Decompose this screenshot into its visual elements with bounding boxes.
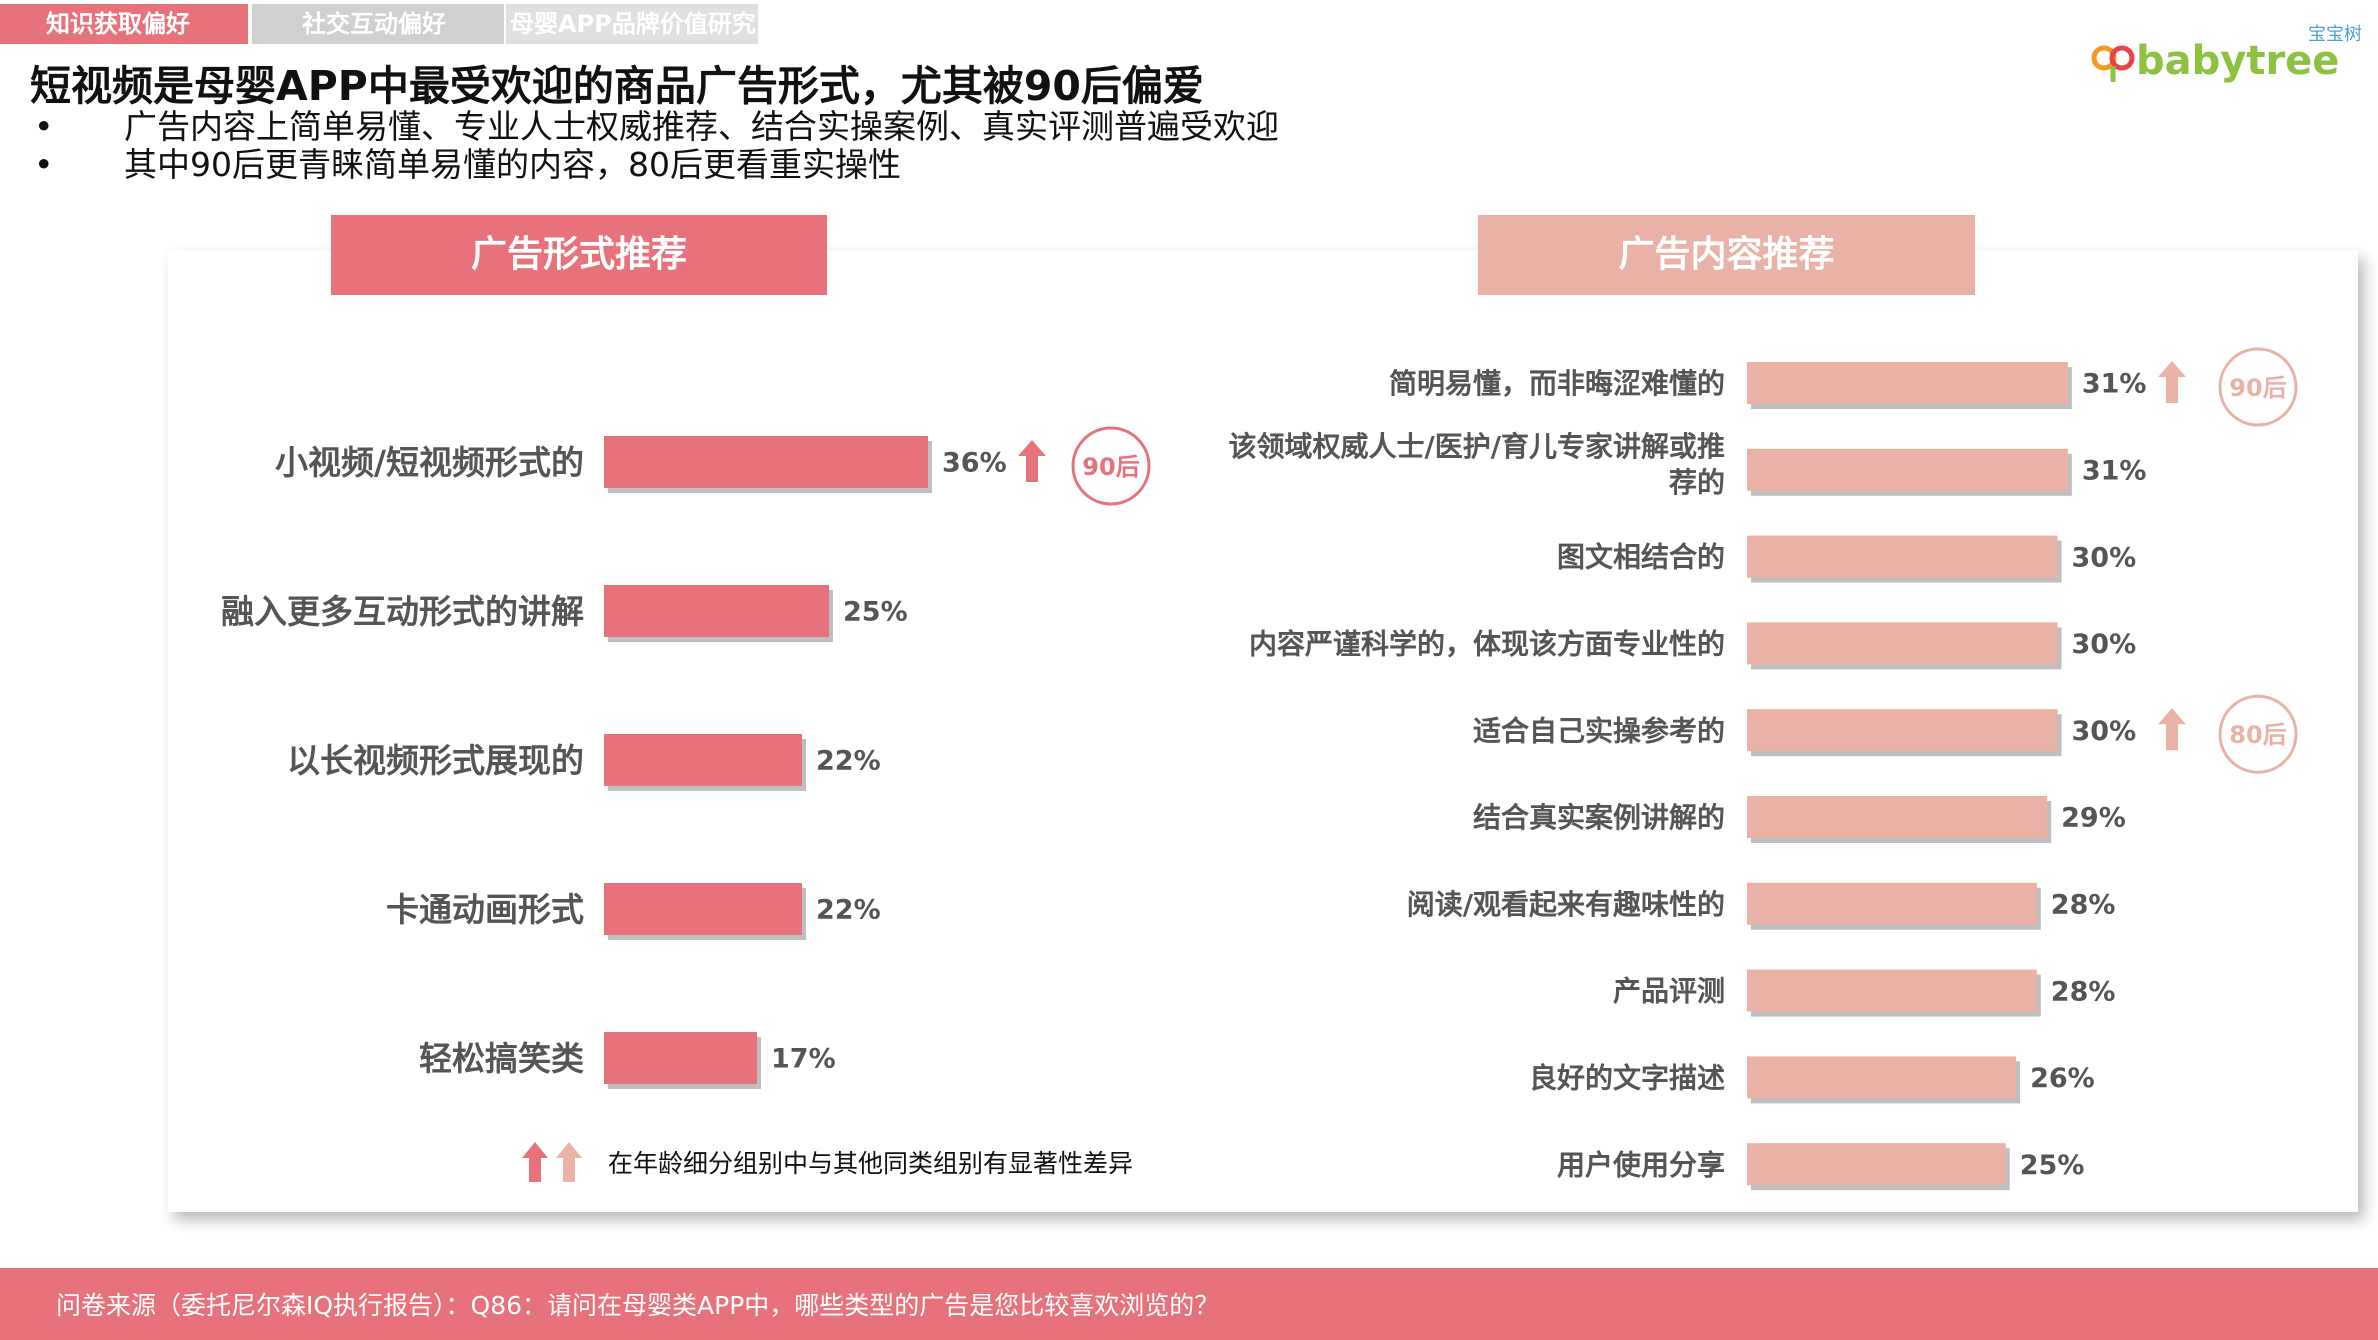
legend-arrows (522, 1142, 582, 1182)
data-label: 31% (2082, 369, 2147, 400)
age-badge-label: 80后 (2229, 721, 2286, 749)
logo-cn-text: 宝宝树 (2308, 24, 2362, 45)
logo-brand-text: babytree (2136, 38, 2339, 84)
legend-arrow-light (556, 1142, 582, 1182)
data-label: 36% (942, 448, 1007, 479)
category-label: 融入更多互动形式的讲解 (221, 592, 584, 631)
bar (1747, 1143, 2006, 1186)
left-chart-header: 广告形式推荐 (331, 215, 827, 295)
bullet-symbol: • (34, 107, 54, 146)
tab-brand-value[interactable]: 母婴APP品牌价值研究 (506, 4, 758, 44)
data-label: 31% (2082, 456, 2147, 487)
tab-knowledge-preference[interactable]: 知识获取偏好 (0, 4, 248, 44)
bar (1747, 709, 2058, 752)
summary-bullets: • 广告内容上简单易懂、专业人士权威推荐、结合实操案例、真实评测普遍受欢迎 • … (30, 108, 1279, 184)
legend: 在年龄细分组别中与其他同类组别有显著性差异 (520, 1140, 1133, 1184)
footer-bar: 问卷来源（委托尼尔森IQ执行报告）：Q86：请问在母婴类APP中，哪些类型的广告… (0, 1268, 2378, 1340)
bar (1747, 622, 2058, 665)
babytree-logo: 宝宝树 babytree (2091, 24, 2362, 84)
category-label: 内容严谨科学的，体现该方面专业性的 (1249, 627, 1725, 660)
bullet-text: 其中90后更青睐简单易懂的内容，80后更看重实操性 (124, 145, 901, 184)
bar (1747, 448, 2068, 491)
age-badge-label: 90后 (2229, 374, 2286, 402)
section-tabs: 知识获取偏好 社交互动偏好 母婴APP品牌价值研究 (0, 4, 758, 44)
bar (1747, 969, 2037, 1012)
category-label: 用户使用分享 (1557, 1148, 1725, 1181)
data-label: 30% (2072, 629, 2137, 660)
category-label: 以长视频形式展现的 (287, 741, 584, 780)
category-label: 阅读/观看起来有趣味性的 (1407, 888, 1725, 921)
category-label: 良好的文字描述 (1529, 1061, 1725, 1094)
category-label: 小视频/短视频形式的 (275, 443, 584, 482)
data-label: 22% (816, 895, 881, 926)
category-label: 简明易懂，而非晦涩难懂的 (1389, 367, 1725, 400)
category-label: 产品评测 (1613, 975, 1725, 1008)
data-label: 29% (2061, 803, 2126, 834)
bar (604, 436, 928, 488)
tab-social-preference[interactable]: 社交互动偏好 (252, 4, 504, 44)
data-label: 26% (2030, 1063, 2095, 1094)
category-label: 适合自己实操参考的 (1473, 714, 1725, 747)
significance-arrow-icon (2158, 361, 2186, 403)
bullet-item: • 其中90后更青睐简单易懂的内容，80后更看重实操性 (30, 146, 1279, 184)
legend-text: 在年龄细分组别中与其他同类组别有显著性差异 (608, 1149, 1134, 1178)
bar (1747, 1056, 2017, 1099)
significance-arrow-icon (1018, 440, 1046, 482)
bar (1747, 882, 2037, 925)
data-label: 30% (2072, 542, 2137, 573)
page-title: 短视频是母婴APP中最受欢迎的商品广告形式，尤其被90后偏爱 (30, 62, 1204, 110)
bullet-text: 广告内容上简单易懂、专业人士权威推荐、结合实操案例、真实评测普遍受欢迎 (124, 107, 1279, 146)
bar (1747, 796, 2048, 838)
bar (604, 585, 829, 637)
bar (604, 734, 802, 786)
bar (1747, 535, 2058, 578)
bar (604, 1032, 757, 1084)
data-label: 17% (771, 1044, 836, 1075)
data-label: 30% (2072, 716, 2137, 747)
data-label: 25% (843, 597, 908, 628)
right-chart-header: 广告内容推荐 (1478, 215, 1975, 295)
age-badge-label: 90后 (1082, 453, 1139, 481)
category-label: 结合真实案例讲解的 (1473, 801, 1725, 834)
logo-mark-red (2109, 45, 2135, 71)
bar (1747, 362, 2068, 404)
category-label: 该领域权威人士/医护/育儿专家讲解或推 (1229, 430, 1725, 463)
data-label: 28% (2051, 976, 2116, 1007)
bullet-symbol: • (34, 145, 54, 184)
data-label: 22% (816, 746, 881, 777)
significance-arrow-icon (2158, 708, 2186, 751)
legend-arrow-dark (522, 1142, 548, 1182)
footer-source: 问卷来源（委托尼尔森IQ执行报告）：Q86：请问在母婴类APP中，哪些类型的广告… (56, 1291, 1220, 1320)
bullet-item: • 广告内容上简单易懂、专业人士权威推荐、结合实操案例、真实评测普遍受欢迎 (30, 108, 1279, 146)
category-label: 荐的 (1669, 466, 1725, 499)
category-label: 卡通动画形式 (386, 890, 584, 929)
category-label: 图文相结合的 (1557, 541, 1725, 574)
age-badge (1071, 426, 1151, 506)
bar (604, 883, 802, 935)
data-label: 28% (2051, 890, 2116, 921)
data-label: 25% (2020, 1150, 2085, 1181)
age-badge (2218, 694, 2298, 774)
age-badge (2218, 347, 2298, 427)
category-label: 轻松搞笑类 (419, 1039, 584, 1078)
